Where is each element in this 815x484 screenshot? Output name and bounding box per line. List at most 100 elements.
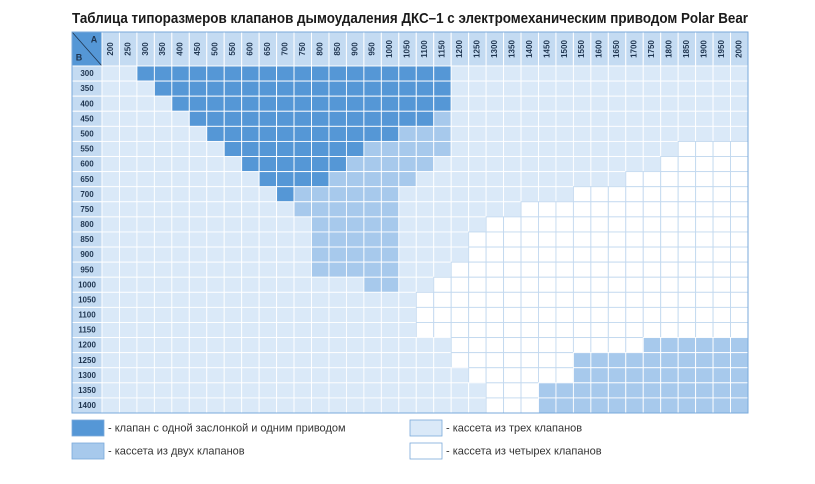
size-cell xyxy=(363,201,382,218)
size-cell xyxy=(625,216,644,233)
size-cell xyxy=(712,171,731,188)
size-cell xyxy=(572,201,592,218)
size-cell xyxy=(642,367,662,384)
size-cell xyxy=(171,291,190,308)
size-cell xyxy=(730,231,749,248)
size-cell xyxy=(660,140,679,157)
size-cell xyxy=(520,95,539,112)
size-cell xyxy=(730,337,749,354)
size-cell xyxy=(206,367,225,384)
size-cell xyxy=(101,216,120,233)
size-cell xyxy=(258,216,278,233)
size-cell xyxy=(433,276,452,293)
size-cell xyxy=(433,246,452,263)
size-cell xyxy=(590,125,609,142)
size-cell xyxy=(730,291,749,308)
size-cell xyxy=(188,156,208,173)
size-cell xyxy=(607,80,627,97)
size-cell xyxy=(398,261,417,278)
size-cell xyxy=(695,276,714,293)
size-cell xyxy=(572,216,592,233)
size-cell xyxy=(730,367,749,384)
size-cell xyxy=(642,216,662,233)
size-cell xyxy=(380,261,400,278)
size-cell xyxy=(625,140,644,157)
size-cell xyxy=(520,140,539,157)
size-cell xyxy=(206,322,225,339)
size-cell xyxy=(380,110,400,127)
size-cell xyxy=(450,397,470,414)
size-cell xyxy=(485,110,505,127)
size-cell xyxy=(433,95,452,112)
size-cell xyxy=(136,246,155,263)
size-cell xyxy=(380,201,400,218)
size-cell xyxy=(398,80,417,97)
row-header: 1000 xyxy=(78,280,96,289)
size-cell xyxy=(328,65,347,82)
size-cell xyxy=(171,216,190,233)
size-cell xyxy=(119,95,138,112)
size-cell xyxy=(223,186,243,203)
size-cell xyxy=(712,80,731,97)
size-cell xyxy=(625,397,644,414)
size-cell xyxy=(450,110,470,127)
size-cell xyxy=(101,337,120,354)
size-cell xyxy=(153,171,173,188)
size-cell xyxy=(677,246,697,263)
size-cell xyxy=(241,95,260,112)
size-cell xyxy=(363,95,382,112)
size-cell xyxy=(625,276,644,293)
size-cell xyxy=(572,306,592,323)
size-cell xyxy=(206,186,225,203)
size-cell xyxy=(695,156,714,173)
size-cell xyxy=(625,322,644,339)
size-cell xyxy=(311,95,330,112)
size-cell xyxy=(607,291,627,308)
size-cell xyxy=(345,80,365,97)
size-cell xyxy=(398,156,417,173)
size-cell xyxy=(258,125,278,142)
size-cell xyxy=(695,201,714,218)
size-cell xyxy=(677,397,697,414)
size-cell xyxy=(101,186,120,203)
size-cell xyxy=(485,171,505,188)
size-cell xyxy=(450,140,470,157)
size-cell xyxy=(153,352,173,369)
size-cell xyxy=(119,246,138,263)
size-cell xyxy=(642,231,662,248)
size-cell xyxy=(101,276,120,293)
size-cell xyxy=(136,306,155,323)
column-header: 1250 xyxy=(472,40,481,58)
size-cell xyxy=(223,125,243,142)
column-header: 1700 xyxy=(630,40,639,58)
size-cell xyxy=(677,231,697,248)
size-cell xyxy=(363,125,382,142)
size-cell xyxy=(398,352,417,369)
size-cell xyxy=(468,171,487,188)
size-cell xyxy=(433,261,452,278)
size-cell xyxy=(468,352,487,369)
size-cell xyxy=(153,231,173,248)
size-cell xyxy=(136,397,155,414)
size-cell xyxy=(276,140,295,157)
size-cell xyxy=(642,291,662,308)
size-cell xyxy=(468,95,487,112)
size-cell xyxy=(223,110,243,127)
size-cell xyxy=(712,95,731,112)
size-cell xyxy=(380,80,400,97)
size-cell xyxy=(223,156,243,173)
size-cell xyxy=(468,231,487,248)
size-cell xyxy=(328,306,347,323)
size-cell xyxy=(607,125,627,142)
size-cell xyxy=(695,125,714,142)
size-cell xyxy=(730,382,749,399)
size-cell xyxy=(572,246,592,263)
size-cell xyxy=(345,231,365,248)
size-cell xyxy=(119,337,138,354)
size-cell xyxy=(555,367,574,384)
size-cell xyxy=(206,125,225,142)
size-cell xyxy=(677,382,697,399)
size-cell xyxy=(188,276,208,293)
size-cell xyxy=(520,291,539,308)
size-cell xyxy=(398,246,417,263)
